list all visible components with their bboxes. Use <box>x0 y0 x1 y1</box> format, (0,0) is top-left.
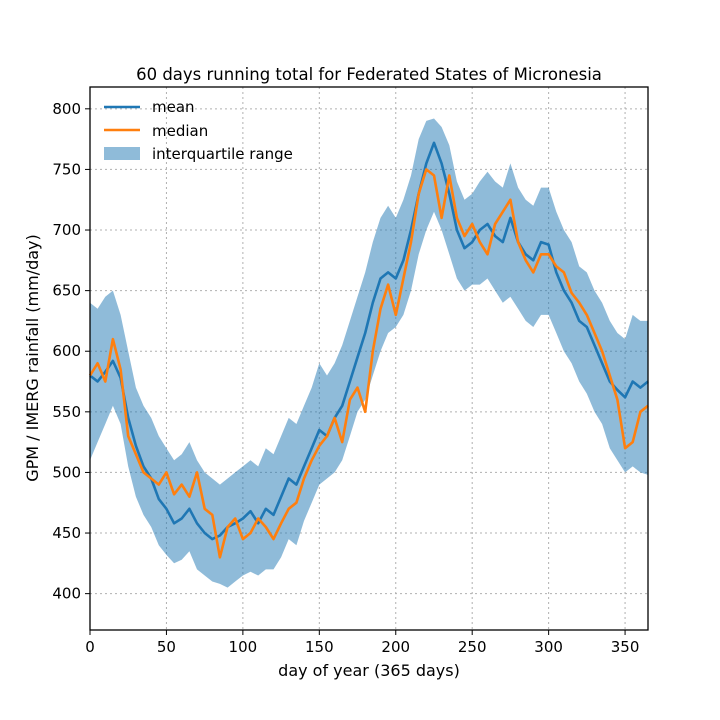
y-tick-label: 700 <box>52 221 81 239</box>
x-tick-label: 150 <box>305 638 334 656</box>
legend: mean median interquartile range <box>104 98 293 163</box>
y-tick-label: 400 <box>52 585 81 603</box>
chart-title: 60 days running total for Federated Stat… <box>136 65 602 84</box>
series-line-mean <box>89 141 649 541</box>
series-line-median <box>88 168 649 559</box>
y-tick-label: 550 <box>52 403 81 421</box>
x-axis-title: day of year (365 days) <box>278 661 460 680</box>
x-tick-label: 100 <box>229 638 258 656</box>
iqr-band <box>90 118 648 588</box>
x-tick-label: 300 <box>534 638 563 656</box>
legend-label-median: median <box>152 122 208 140</box>
y-tick-label: 750 <box>52 160 81 178</box>
axis-ticks: 0 50 100 150 200 250 300 350 400 450 500 550 600 650 7… <box>52 100 639 656</box>
x-tick-label: 50 <box>157 638 176 656</box>
y-tick-label: 600 <box>52 342 81 360</box>
y-tick-label: 800 <box>52 100 81 118</box>
plot-frame <box>89 86 649 631</box>
legend-label-mean: mean <box>152 98 195 116</box>
x-tick-label: 250 <box>458 638 487 656</box>
iqr-band-layer <box>90 118 648 588</box>
y-tick-label: 500 <box>52 463 81 481</box>
y-axis-title: GPM / IMERG rainfall (mm/day) <box>23 234 42 482</box>
x-tick-label: 350 <box>611 638 640 656</box>
legend-label-iqr: interquartile range <box>152 145 293 163</box>
x-tick-label: 0 <box>85 638 95 656</box>
x-tick-label: 200 <box>381 638 410 656</box>
series-layer <box>88 141 649 559</box>
y-tick-label: 450 <box>52 524 81 542</box>
y-tick-label: 650 <box>52 282 81 300</box>
legend-swatch-iqr <box>104 147 140 160</box>
